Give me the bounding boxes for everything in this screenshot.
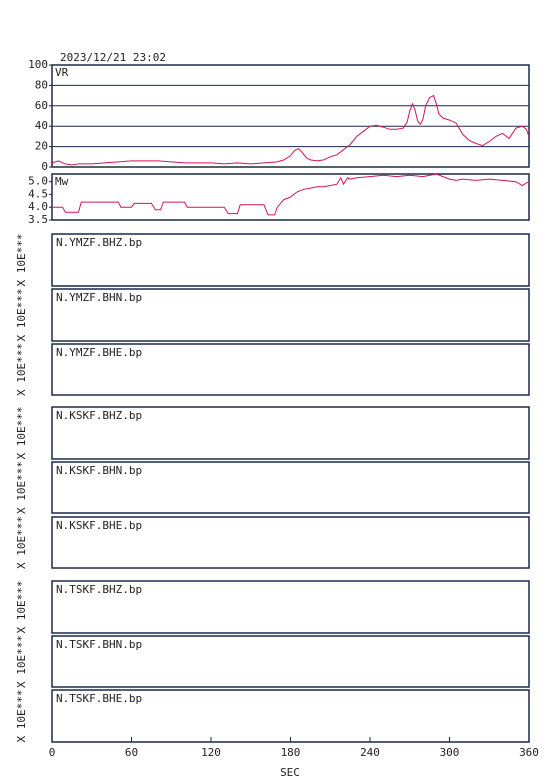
x-tick-label: 0 [49,746,56,759]
x-tick-label: 360 [519,746,539,759]
y-axis-label: X 10E*** [15,461,28,514]
y-axis-label: X 10E*** [15,635,28,688]
y-tick-label: 5.0 [28,175,48,188]
y-tick-label: 4.5 [28,187,48,200]
y-tick-label: 20 [35,140,48,153]
x-axis-label: SEC [280,766,300,779]
data-line [52,173,530,216]
x-tick-label: 240 [360,746,380,759]
panel-label: N.KSKF.BHN.bp [56,464,142,477]
panel-label: Mw [55,175,69,188]
chart-title: 2023/12/21 23:02 [60,51,166,64]
panel-label: N.TSKF.BHE.bp [56,692,142,705]
x-tick-label: 60 [125,746,138,759]
y-axis-label: X 10E*** [15,690,28,743]
y-tick-label: 80 [35,78,48,91]
y-tick-label: 100 [28,58,48,71]
panel-frame [51,173,530,221]
y-tick-label: 60 [35,99,48,112]
panel-label: N.TSKF.BHN.bp [56,638,142,651]
x-tick-label: 120 [201,746,221,759]
panel-frame [51,516,530,569]
panel-frame [51,288,530,342]
y-tick-label: 4.0 [28,200,48,213]
panel-frame [51,233,530,287]
y-axis-label: X 10E*** [15,289,28,342]
panel-frame [51,580,530,634]
panel-label: N.YMZF.BHZ.bp [56,236,142,249]
y-tick-label: 40 [35,119,48,132]
panel-label: VR [55,66,69,79]
y-axis-label: X 10E*** [15,581,28,634]
y-axis-label: X 10E*** [15,234,28,287]
panel-label: N.KSKF.BHE.bp [56,519,142,532]
panel-frame [51,635,530,688]
y-axis-label: X 10E*** [15,407,28,460]
y-tick-label: 0 [41,160,48,173]
panel-label: N.YMZF.BHN.bp [56,291,142,304]
y-tick-label: 3.5 [28,213,48,226]
panel-frame [51,461,530,514]
panel-frame [51,406,530,460]
panel-label: N.YMZF.BHE.bp [56,346,142,359]
panel-frame [51,343,530,396]
panel-label: N.TSKF.BHZ.bp [56,583,142,596]
data-line [51,94,530,166]
y-axis-label: X 10E*** [15,343,28,396]
x-tick-label: 180 [281,746,301,759]
panel-frame [51,64,530,168]
panel-label: N.KSKF.BHZ.bp [56,409,142,422]
x-tick-label: 300 [440,746,460,759]
y-axis-label: X 10E*** [15,516,28,569]
